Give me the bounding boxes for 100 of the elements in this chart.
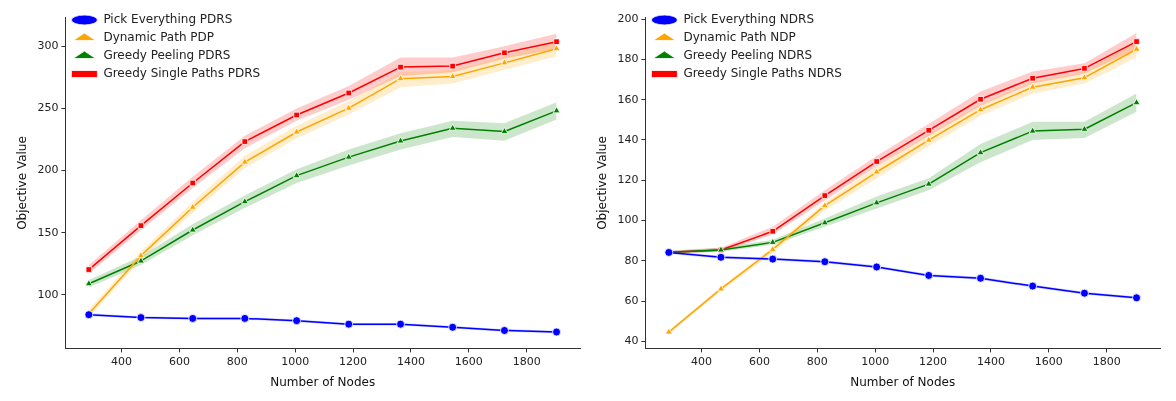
- point: [500, 326, 509, 335]
- point: [820, 257, 830, 267]
- point: [500, 58, 509, 66]
- y-tick-label: 80: [624, 253, 639, 267]
- point: [345, 89, 352, 97]
- point: [136, 313, 146, 322]
- point: [872, 167, 881, 175]
- x-axis-title: Number of Nodes: [850, 374, 956, 389]
- point: [241, 138, 249, 145]
- x-tick-label: 1400: [976, 354, 1005, 368]
- point: [872, 262, 882, 272]
- point: [396, 74, 405, 82]
- point: [769, 228, 776, 235]
- point: [293, 111, 300, 119]
- point: [1132, 293, 1141, 303]
- point: [344, 103, 353, 111]
- point: [292, 171, 301, 179]
- legend-label: Dynamic Path NDP: [683, 30, 796, 45]
- x-tick-label: 800: [806, 354, 828, 368]
- y-tick-label: 150: [37, 225, 59, 239]
- point: [1132, 44, 1141, 52]
- y-tick-label: 60: [624, 294, 639, 308]
- point: [188, 225, 197, 233]
- x-tick-label: 1600: [454, 354, 483, 368]
- point: [397, 63, 404, 71]
- point: [873, 158, 880, 165]
- y-tick-label: 100: [37, 287, 59, 301]
- point: [1081, 65, 1088, 72]
- point: [189, 179, 196, 187]
- point: [976, 105, 985, 113]
- legend-label: Greedy Peeling NDRS: [683, 48, 813, 63]
- point: [976, 148, 985, 156]
- point: [924, 271, 934, 280]
- point: [1028, 126, 1037, 134]
- point: [344, 319, 354, 329]
- point: [188, 314, 198, 323]
- point: [768, 237, 777, 245]
- point: [552, 327, 561, 337]
- legend-label: Greedy Single Paths PDRS: [103, 66, 261, 81]
- y-tick-label: 300: [37, 39, 59, 53]
- point: [664, 327, 673, 335]
- legend-label: Dynamic Path PDP: [103, 30, 215, 45]
- x-tick-label: 1800: [1092, 354, 1121, 368]
- point: [768, 245, 777, 252]
- point: [925, 127, 932, 134]
- point: [768, 254, 778, 264]
- y-tick-label: 200: [37, 163, 59, 177]
- x-tick-label: 1800: [512, 354, 541, 368]
- y-tick-label: 140: [617, 132, 639, 146]
- x-tick-label: 1000: [281, 354, 310, 368]
- legend-label: Greedy Single Paths NDRS: [683, 66, 842, 81]
- y-tick-label: 40: [624, 334, 639, 348]
- point: [716, 252, 726, 262]
- x-tick-label: 600: [168, 354, 190, 368]
- point: [240, 157, 249, 165]
- point: [924, 179, 933, 187]
- point: [137, 251, 145, 259]
- y-tick-label: 180: [617, 52, 639, 66]
- point: [977, 96, 984, 103]
- point: [872, 198, 881, 206]
- point: [344, 152, 353, 160]
- legend-label: Greedy Peeling PDRS: [103, 48, 231, 63]
- x-tick-label: 1600: [1034, 354, 1063, 368]
- legend-label: Pick Everything NDRS: [683, 12, 815, 27]
- point: [84, 279, 93, 287]
- point: [1028, 82, 1037, 90]
- point: [500, 127, 509, 134]
- y-axis-title: Objective Value: [595, 136, 610, 230]
- point: [448, 322, 458, 332]
- point: [717, 284, 725, 292]
- point: [396, 136, 405, 144]
- point: [553, 38, 560, 45]
- point: [292, 316, 302, 326]
- y-tick-label: 200: [617, 11, 639, 25]
- x-tick-label: 400: [691, 354, 713, 368]
- point: [1028, 281, 1038, 291]
- point: [820, 218, 829, 226]
- point: [976, 273, 985, 283]
- point: [448, 72, 457, 79]
- y-tick-label: 160: [617, 92, 639, 106]
- legend-label: Pick Everything PDRS: [103, 12, 233, 27]
- point: [1080, 288, 1089, 298]
- point: [240, 197, 249, 205]
- point: [1132, 98, 1141, 106]
- point: [85, 266, 93, 273]
- point: [552, 44, 561, 52]
- point: [396, 319, 405, 329]
- point: [1080, 124, 1089, 132]
- point: [188, 202, 197, 210]
- point: [449, 62, 456, 70]
- y-tick-label: 250: [37, 101, 59, 115]
- point: [1029, 75, 1036, 82]
- x-tick-label: 800: [226, 354, 248, 368]
- point: [292, 127, 301, 135]
- point: [1133, 38, 1140, 45]
- y-tick-label: 120: [617, 173, 639, 187]
- point: [501, 49, 508, 57]
- point: [137, 222, 145, 229]
- y-tick-label: 100: [617, 213, 639, 227]
- x-axis-title: Number of Nodes: [270, 374, 376, 389]
